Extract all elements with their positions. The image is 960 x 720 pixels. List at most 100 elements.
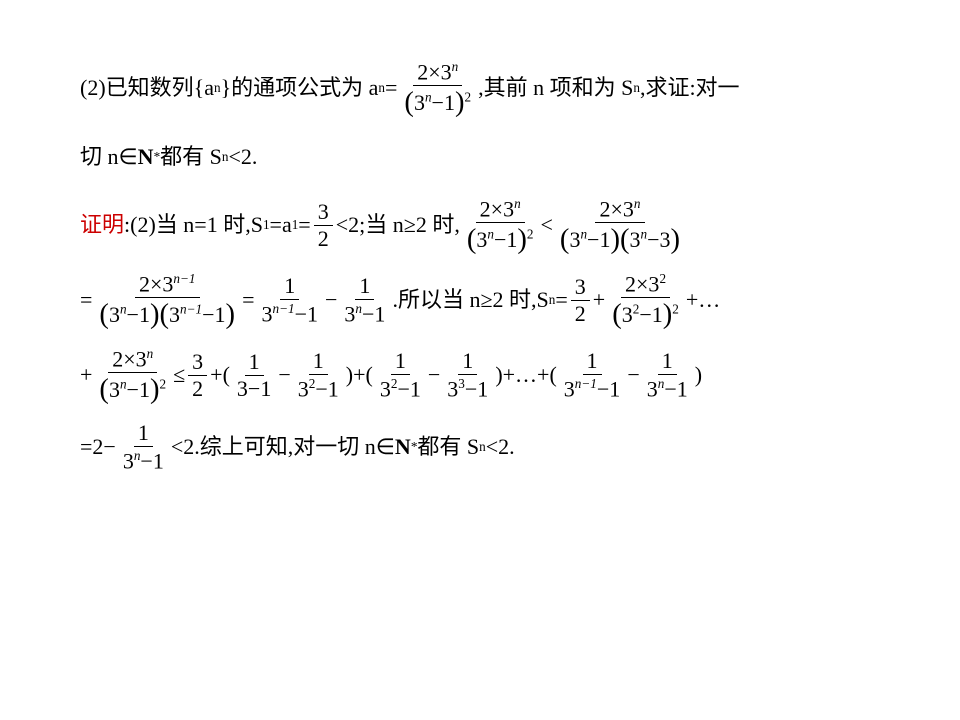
fraction-5: 1 3n−1−1 (560, 350, 625, 400)
exp: n (120, 377, 127, 392)
exp: 3 (458, 376, 465, 391)
exp: n−1 (180, 302, 202, 317)
star: * (154, 144, 161, 170)
den: 2 (314, 226, 333, 250)
text: <2. (229, 135, 258, 179)
sub-n: n (222, 144, 229, 170)
num: 3 (314, 201, 333, 226)
exp: 2 (659, 271, 666, 286)
proof-line-4: =2− 1 3n−1 <2.综上可知,对一切 n∈N*都有 Sn<2. (80, 422, 890, 472)
set-N: N (138, 135, 154, 179)
num: 2×3 (417, 59, 451, 84)
fraction-6: 1 3n−1 (643, 350, 692, 400)
num: 1 (583, 350, 602, 375)
den: −1 (140, 448, 163, 473)
den: −1 (362, 301, 385, 326)
sub-n: n (633, 75, 640, 101)
sub-n: n (378, 75, 385, 101)
minus: − (428, 353, 440, 397)
num: 1 (355, 275, 374, 300)
sub-1: 1 (263, 212, 270, 238)
exp: n−1 (272, 301, 294, 316)
den: −1 (587, 227, 610, 252)
eq: = (242, 278, 254, 322)
den: −1 (127, 302, 150, 327)
exp: 2 (465, 90, 472, 105)
text: .所以当 n≥2 时,S (392, 278, 548, 322)
exp: n (634, 196, 641, 211)
fraction-3: 1 32−1 (376, 350, 425, 400)
den: −1 (494, 227, 517, 252)
sub-1: 1 (292, 212, 299, 238)
den: −1 (295, 301, 318, 326)
fraction-2: 1 32−1 (294, 350, 343, 400)
exp: 2 (672, 302, 679, 317)
sub-n: n (479, 434, 486, 460)
den: −1 (664, 376, 687, 401)
exp: 2 (160, 377, 167, 392)
sub-n: n (549, 287, 556, 313)
den: 3 (380, 376, 391, 401)
minus: − (278, 353, 290, 397)
den: 3 (447, 376, 458, 401)
den: 3 (564, 376, 575, 401)
fraction-2: 1 3n−1−1 (257, 275, 322, 325)
num: 1 (245, 351, 264, 376)
exp: n (514, 196, 521, 211)
text: (2)已知数列{a (80, 66, 214, 110)
den: 2 (188, 376, 207, 400)
fraction-final: 1 3n−1 (119, 422, 168, 472)
den: 3 (647, 376, 658, 401)
text: = (298, 203, 310, 247)
den: 3 (476, 227, 487, 252)
fraction-3: 1 3n−1 (340, 275, 389, 325)
eq: = (555, 278, 567, 322)
num: 2×3 (480, 196, 514, 221)
den: −1 (465, 376, 488, 401)
fraction-4: 2×32 (32−1)2 (608, 272, 683, 329)
fraction-A: 2×3n (3n−1)2 (95, 347, 170, 404)
exp: n (487, 227, 494, 242)
exp: n−1 (173, 271, 195, 286)
fraction-3-2: 3 2 (571, 276, 590, 325)
lp: ( (223, 353, 230, 397)
den: 3 (414, 90, 425, 115)
text: =a (270, 203, 292, 247)
proof-label: 证明 (80, 203, 124, 247)
num: 1 (280, 275, 299, 300)
math-proof-page: (2)已知数列{an}的通项公式为 an= 2×3n (3n−1)2 ,其前 n… (0, 0, 960, 530)
den: 3 (261, 301, 272, 326)
text: 切 n∈ (80, 135, 138, 179)
text: }的通项公式为 a (221, 66, 379, 110)
rp: ) (346, 353, 353, 397)
plus: + (353, 353, 365, 397)
dots: +… (686, 278, 720, 322)
proof-line-2: = 2×3n−1 (3n−1)(3n−1−1) = 1 3n−1−1 − 1 3… (80, 272, 890, 329)
exp: 2 (527, 227, 534, 242)
rp: ) (495, 353, 502, 397)
den: 3 (344, 301, 355, 326)
den: 3 (569, 227, 580, 252)
den: 3 (123, 448, 134, 473)
le: ≤ (173, 353, 185, 397)
text: ,其前 n 项和为 S (478, 66, 633, 110)
plus: + (593, 278, 605, 322)
num: 3 (188, 351, 207, 376)
minus: − (325, 278, 337, 322)
text: 都有 S (417, 425, 479, 469)
den: −1 (397, 376, 420, 401)
text: :(2)当 n=1 时,S (124, 203, 263, 247)
num: 1 (391, 350, 410, 375)
star: * (411, 434, 418, 460)
lp: ( (549, 353, 556, 397)
den: 3 (109, 302, 120, 327)
num: 2×3 (599, 196, 633, 221)
text: = (385, 66, 397, 110)
den: 3 (622, 302, 633, 327)
num: 3 (571, 276, 590, 301)
fraction-4: 1 33−1 (443, 350, 492, 400)
den: 3 (630, 227, 641, 252)
den: −1 (597, 376, 620, 401)
fraction-1: 1 3−1 (233, 351, 275, 400)
rp: ) (695, 353, 702, 397)
